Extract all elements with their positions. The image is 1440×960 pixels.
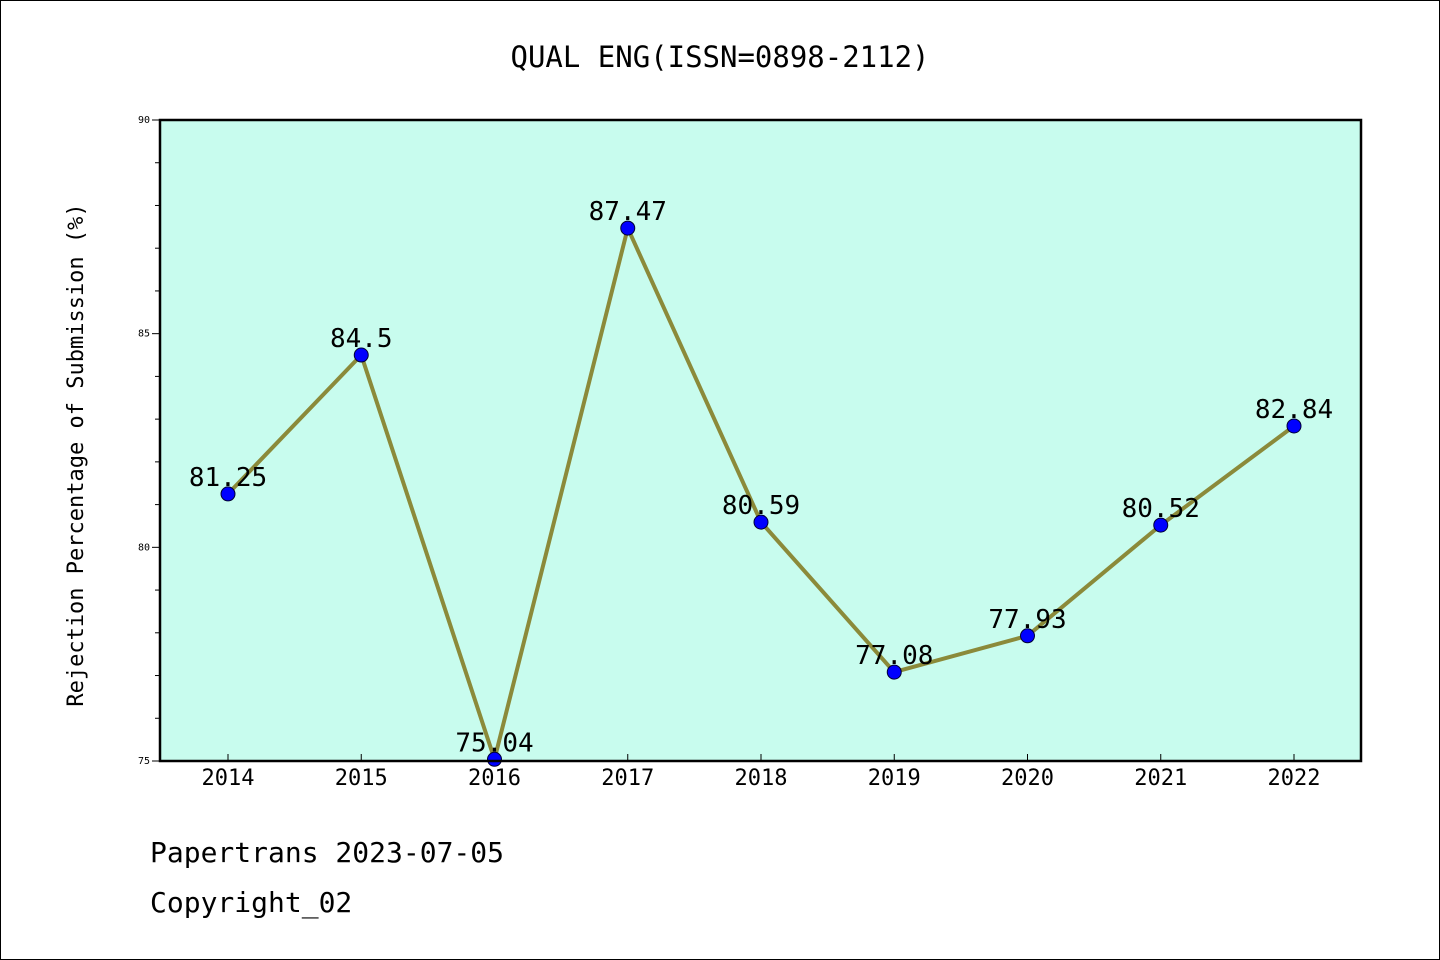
- data-point: [1020, 628, 1035, 644]
- plot-border: [158, 118, 1363, 763]
- x-tick-label: 2015: [335, 766, 388, 791]
- y-tick-label: 85: [138, 329, 150, 340]
- y-tick-label: 80: [138, 542, 150, 553]
- y-axis-ticks: 75 80 85 90: [138, 115, 160, 767]
- data-point: [1286, 418, 1302, 434]
- x-tick-label: 2019: [868, 766, 921, 791]
- data-label: 80.52: [1122, 494, 1200, 524]
- y-tick-label: 75: [138, 756, 150, 767]
- x-tick-label: 2021: [1134, 766, 1187, 791]
- data-label: 75.04: [455, 728, 533, 758]
- y-tick-label: 90: [138, 115, 150, 126]
- x-tick-label: 2014: [202, 766, 255, 791]
- data-label: 80.59: [722, 491, 800, 521]
- footer-copyright: Copyright_02: [150, 886, 353, 919]
- data-label: 77.93: [988, 605, 1066, 635]
- data-point: [753, 514, 769, 530]
- x-tick-label: 2020: [1001, 766, 1054, 791]
- data-label: 84.5: [330, 324, 393, 354]
- y-axis-label: Rejection Percentage of Submission (%): [64, 203, 89, 706]
- x-tick-label: 2018: [735, 766, 788, 791]
- data-label: 77.08: [855, 641, 933, 671]
- data-point: [886, 664, 902, 680]
- data-label: 81.25: [189, 463, 267, 493]
- series-group: 81.25 84.5 75.04 87.47 80.59 77.08 77.93 80.52 8…: [189, 197, 1333, 767]
- data-point: [1153, 517, 1169, 533]
- x-tick-label: 2016: [468, 766, 521, 791]
- x-tick-label: 2017: [601, 766, 654, 791]
- data-point: [353, 347, 369, 363]
- plot-area: [160, 120, 1361, 761]
- data-point: [220, 486, 236, 502]
- chart-title: QUAL ENG(ISSN=0898-2112): [510, 40, 929, 74]
- data-label: 87.47: [589, 197, 667, 227]
- x-tick-label: 2022: [1268, 766, 1321, 791]
- footer-date: Papertrans 2023-07-05: [150, 836, 505, 869]
- data-label: 82.84: [1255, 395, 1333, 425]
- data-point: [487, 751, 502, 767]
- data-point: [620, 220, 636, 236]
- x-axis-ticks: 2014 2015 2016 2017 2018 2019 2020 2021 2022: [202, 754, 1321, 791]
